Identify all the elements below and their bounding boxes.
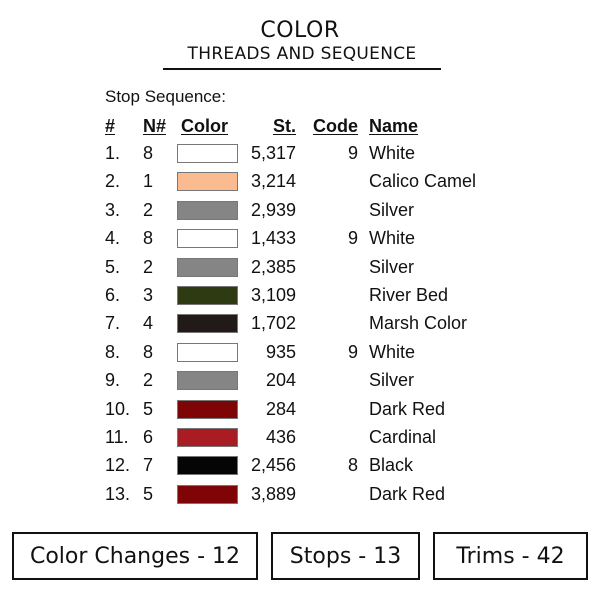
color-swatch [177, 144, 238, 163]
table-row: 10. 5 284 Dark Red [0, 398, 600, 426]
needle-number: 8 [143, 228, 154, 249]
row-number: 1. [105, 143, 121, 163]
table-row: 3. 2 2,939 Silver [0, 199, 600, 227]
color-swatch [177, 229, 238, 249]
stitch-count: 3,109 [250, 285, 296, 305]
table-row: 11. 6 436 Cardinal [0, 426, 600, 454]
thread-name: Marsh Color [369, 313, 468, 334]
table-row: 12. 7 2,456 8 Black [0, 454, 600, 482]
color-swatch [177, 200, 238, 220]
needle-number: 2 [143, 370, 154, 391]
stitch-count: 2,456 [250, 455, 296, 476]
thread-name: River Bed [369, 285, 449, 305]
thread-name: Calico Camel [369, 171, 477, 192]
thread-name: White [369, 228, 416, 249]
color-swatch [177, 456, 238, 476]
color-swatch [177, 257, 238, 277]
stitch-count: 935 [265, 341, 296, 362]
thread-name: White [369, 143, 416, 163]
page-subtitle: THREADS AND SEQUENCE [163, 44, 441, 70]
stitch-count: 1,433 [250, 228, 296, 249]
color-swatch [177, 484, 238, 504]
stitch-count: 284 [265, 398, 296, 419]
color-changes-box: Color Changes - 12 [12, 532, 258, 580]
row-number: 6. [105, 285, 121, 305]
header-n: N# [143, 116, 167, 136]
table-row: 13. 5 3,889 Dark Red [0, 483, 600, 511]
thread-code: 9 [347, 143, 358, 163]
header-stitches: St. [272, 116, 296, 136]
color-swatch [177, 371, 238, 391]
thread-name: Dark Red [369, 483, 446, 504]
header-num: # [105, 116, 116, 136]
table-row: 5. 2 2,385 Silver [0, 256, 600, 284]
needle-number: 2 [143, 256, 154, 277]
needle-number: 3 [143, 285, 154, 305]
header-name: Name [369, 116, 419, 136]
row-number: 10. [105, 398, 131, 419]
stops-box: Stops - 13 [271, 532, 420, 580]
thread-code: 9 [347, 228, 358, 249]
color-swatch [177, 172, 238, 192]
color-swatch [177, 428, 238, 447]
row-number: 7. [105, 313, 121, 334]
thread-name: Cardinal [369, 427, 437, 447]
thread-name: Silver [369, 370, 415, 391]
row-number: 11. [105, 427, 129, 447]
row-number: 9. [105, 370, 121, 391]
stitch-count: 2,385 [250, 256, 296, 277]
stitch-count: 3,889 [250, 483, 296, 504]
stitch-count: 204 [265, 370, 296, 391]
color-swatch [177, 399, 238, 419]
needle-number: 5 [143, 483, 154, 504]
table-row: 9. 2 204 Silver [0, 369, 600, 397]
color-swatch [177, 342, 238, 362]
needle-number: 8 [143, 143, 154, 163]
row-number: 3. [105, 199, 121, 220]
row-number: 13. [105, 483, 131, 504]
table-row: 2. 1 3,214 Calico Camel [0, 170, 600, 198]
row-number: 4. [105, 228, 121, 249]
table-header: # N# Color St. Code Name [0, 115, 600, 143]
header-code: Code [313, 116, 358, 136]
row-number: 2. [105, 171, 121, 192]
page-title: COLOR [260, 18, 340, 43]
thread-code: 8 [347, 455, 358, 476]
table-row: 8. 8 935 9 White [0, 341, 600, 369]
stitch-count: 436 [265, 427, 296, 447]
color-swatch [177, 286, 238, 305]
stop-sequence-label: Stop Sequence: [105, 87, 226, 106]
thread-name: Dark Red [369, 398, 446, 419]
needle-number: 4 [143, 313, 154, 334]
thread-name: Black [369, 455, 414, 476]
color-swatch [177, 314, 238, 334]
needle-number: 6 [143, 427, 154, 447]
stitch-count: 2,939 [250, 199, 296, 220]
table-row: 1. 8 5,317 9 White [0, 142, 600, 170]
thread-name: White [369, 341, 416, 362]
thread-code: 9 [347, 341, 358, 362]
stitch-count: 3,214 [250, 171, 296, 192]
needle-number: 5 [143, 398, 154, 419]
thread-name: Silver [369, 256, 415, 277]
table-row: 4. 8 1,433 9 White [0, 227, 600, 255]
thread-name: Silver [369, 199, 415, 220]
trims-box: Trims - 42 [433, 532, 588, 580]
stitch-count: 1,702 [250, 313, 296, 334]
row-number: 5. [105, 256, 121, 277]
needle-number: 1 [143, 171, 154, 192]
header-color: Color [181, 116, 228, 136]
table-row: 7. 4 1,702 Marsh Color [0, 312, 600, 340]
needle-number: 2 [143, 199, 154, 220]
row-number: 12. [105, 455, 131, 476]
needle-number: 7 [143, 455, 154, 476]
stitch-count: 5,317 [250, 143, 296, 163]
needle-number: 8 [143, 341, 154, 362]
row-number: 8. [105, 341, 121, 362]
table-row: 6. 3 3,109 River Bed [0, 284, 600, 312]
